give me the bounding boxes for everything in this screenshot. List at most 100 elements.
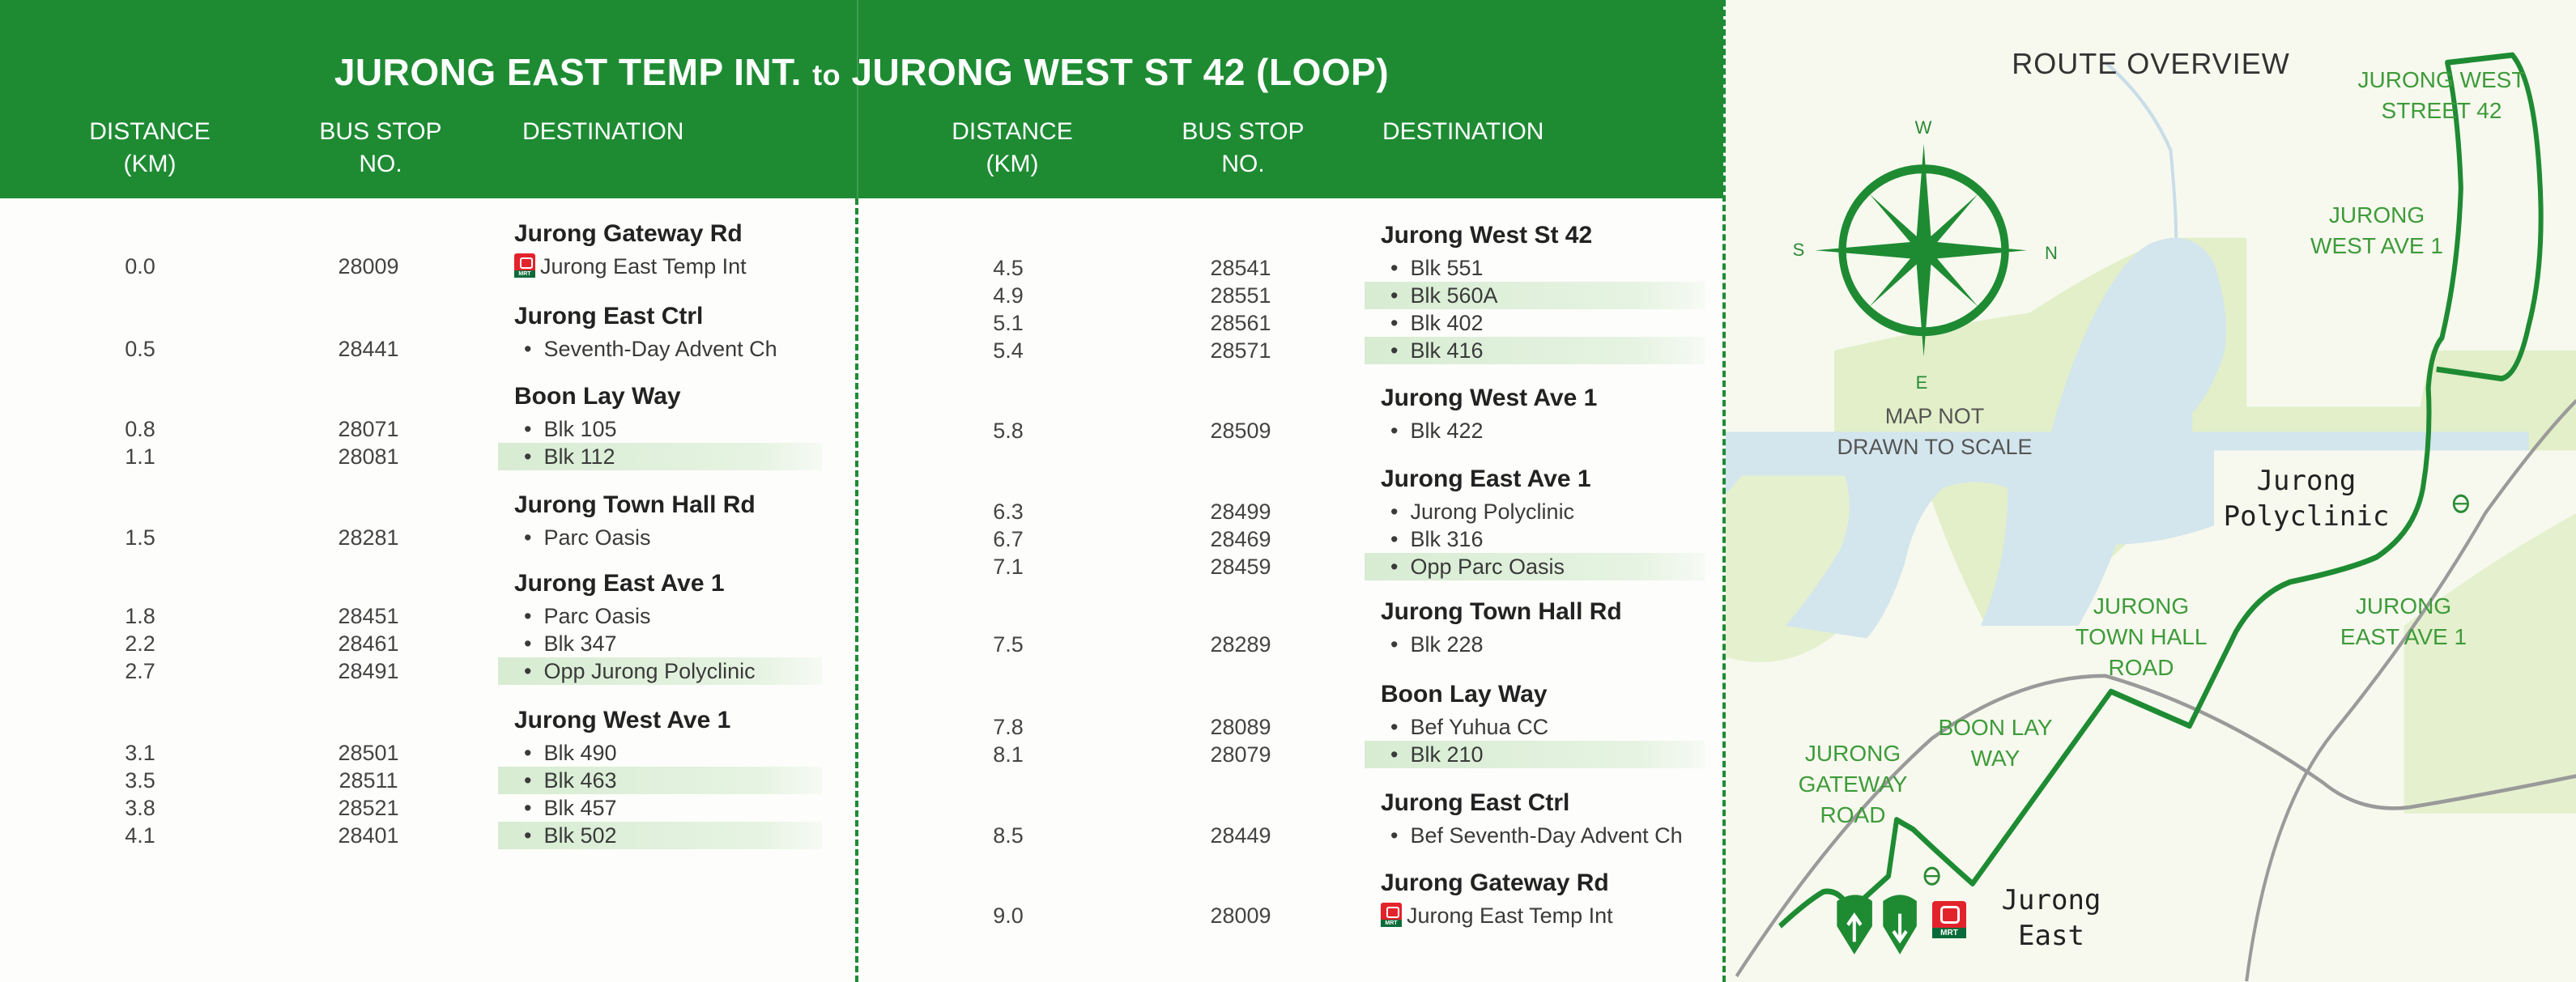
stop-name: Blk 457 — [543, 796, 617, 820]
bullet-icon: • — [1390, 419, 1411, 443]
distance-value: 6.3 — [993, 500, 1024, 524]
label-line: JURONG — [1804, 741, 1901, 766]
landmark-jurong-polyclinic: Jurong Polyclinic — [2224, 463, 2390, 534]
row-shading — [498, 767, 822, 794]
stop-destination: • Seventh-Day Advent Ch — [524, 335, 777, 363]
bus-stop-number: 28501 — [338, 741, 399, 765]
stop-name: Jurong Polyclinic — [1410, 500, 1575, 524]
bullet-icon: • — [1390, 256, 1411, 280]
distance-value: 5.4 — [993, 338, 1024, 363]
stop-name: Blk 551 — [1410, 256, 1484, 280]
bus-stop-number: 28521 — [338, 796, 399, 820]
bus-stop-number: 28451 — [338, 604, 399, 628]
bus-stop-number: 28079 — [1210, 742, 1271, 767]
stop-name: Blk 416 — [1410, 338, 1484, 363]
road-heading: Boon Lay Way — [1381, 681, 1548, 708]
stop-name: Blk 463 — [543, 768, 617, 793]
stop-destination: • Blk 402 — [1390, 309, 1484, 337]
route-header: JURONG EAST TEMP INT. to JURONG WEST ST … — [0, 0, 1723, 198]
label-line: BOON LAY — [1938, 715, 2053, 740]
stop-name: Seventh-Day Advent Ch — [543, 337, 777, 361]
stop-destination: • Blk 463 — [524, 767, 617, 794]
stop-name: Blk 316 — [1410, 527, 1484, 551]
compass-east-label: E — [1915, 372, 1928, 393]
stop-name: Blk 490 — [543, 741, 617, 765]
distance-value: 9.0 — [993, 903, 1024, 928]
label-line: WEST AVE 1 — [2310, 233, 2443, 258]
distance-value: 8.5 — [993, 823, 1024, 848]
stop-destination: • Blk 105 — [524, 415, 617, 443]
road-line — [2245, 398, 2576, 982]
label-line: JURONG WEST — [2357, 67, 2526, 92]
stop-name: Blk 210 — [1410, 742, 1484, 767]
distance-value: 7.5 — [993, 632, 1024, 657]
distance-value: 4.5 — [993, 256, 1024, 280]
bullet-icon: • — [1390, 527, 1411, 551]
bus-stop-number: 28491 — [338, 659, 399, 683]
map-graphic — [1726, 52, 2576, 982]
bullet-icon: • — [1390, 311, 1411, 335]
bus-stop-number: 28009 — [338, 254, 399, 278]
station-marker-icon — [1923, 866, 1940, 886]
stop-name: Parc Oasis — [543, 604, 651, 628]
stop-destination: • Parc Oasis — [524, 524, 651, 551]
distance-value: 0.5 — [125, 337, 155, 361]
distance-value: 0.8 — [125, 417, 155, 441]
bullet-icon: • — [524, 444, 544, 469]
row-shading — [1365, 282, 1705, 309]
row-shading — [1365, 553, 1705, 580]
row-shading — [1365, 337, 1705, 364]
distance-value: 1.5 — [125, 525, 155, 550]
road-heading: Jurong East Ctrl — [514, 303, 704, 329]
bullet-icon: • — [1390, 283, 1411, 308]
bullet-icon: • — [1390, 742, 1411, 767]
distance-value: 3.5 — [125, 768, 155, 793]
route-title: JURONG EAST TEMP INT. to JURONG WEST ST … — [0, 50, 1723, 94]
distance-value: 8.1 — [993, 742, 1024, 767]
bus-stop-unit: NO. — [1221, 151, 1265, 177]
bus-stop-number: 28081 — [338, 444, 399, 469]
stop-name: Blk 502 — [543, 823, 617, 848]
bullet-icon: • — [524, 796, 544, 820]
road-heading: Jurong West Ave 1 — [1381, 385, 1598, 411]
row-shading — [498, 822, 822, 849]
landmark-line: Polyclinic — [2223, 500, 2390, 533]
scale-note: MAP NOT DRAWN TO SCALE — [1837, 401, 2032, 462]
stop-destination: • Blk 560A — [1390, 282, 1498, 309]
label-line: ROAD — [1820, 802, 1886, 827]
bullet-icon: • — [1390, 338, 1411, 363]
bus-stop-number: 28511 — [338, 768, 398, 793]
label-line: TOWN HALL — [2075, 624, 2208, 649]
distance-label: DISTANCE — [89, 118, 211, 145]
scale-note-line: MAP NOT — [1884, 404, 1985, 428]
road-heading: Jurong Town Hall Rd — [514, 491, 756, 518]
bus-stop-number: 28089 — [1210, 715, 1271, 739]
river-line — [2104, 61, 2178, 238]
bullet-icon: • — [1390, 632, 1411, 657]
map-label-jurong-west-ave1: JURONG WEST AVE 1 — [2310, 200, 2443, 261]
bus-stop-number: 28459 — [1210, 555, 1271, 579]
scale-note-line: DRAWN TO SCALE — [1837, 435, 2033, 459]
distance-unit: (KM) — [123, 151, 177, 177]
map-title: ROUTE OVERVIEW — [2012, 47, 2290, 80]
bullet-icon: • — [1390, 715, 1411, 739]
bullet-icon: • — [524, 768, 544, 793]
distance-value: 6.7 — [993, 527, 1024, 551]
station-marker-icon — [2452, 494, 2469, 513]
bus-stop-number: 28509 — [1210, 419, 1271, 443]
bus-stop-label: BUS STOP — [319, 118, 442, 145]
stop-destination: • Bef Seventh-Day Advent Ch — [1390, 822, 1683, 849]
map-label-jurong-east-ave1: JURONG EAST AVE 1 — [2340, 591, 2467, 653]
direction-down-marker-icon — [1883, 895, 1917, 954]
bullet-icon: • — [1390, 500, 1411, 524]
bullet-icon: • — [524, 659, 544, 683]
stop-destination: Jurong East Temp Int — [514, 253, 747, 280]
bus-stop-number: 28551 — [1210, 283, 1271, 308]
distance-value: 5.8 — [993, 419, 1024, 443]
stop-name: Jurong East Temp Int — [1407, 903, 1613, 928]
stop-destination: • Blk 422 — [1390, 417, 1484, 444]
row-shading — [498, 657, 822, 685]
label-line: EAST AVE 1 — [2340, 624, 2467, 649]
bullet-icon: • — [524, 525, 544, 550]
distance-column-header: DISTANCE (KM) — [85, 116, 215, 181]
